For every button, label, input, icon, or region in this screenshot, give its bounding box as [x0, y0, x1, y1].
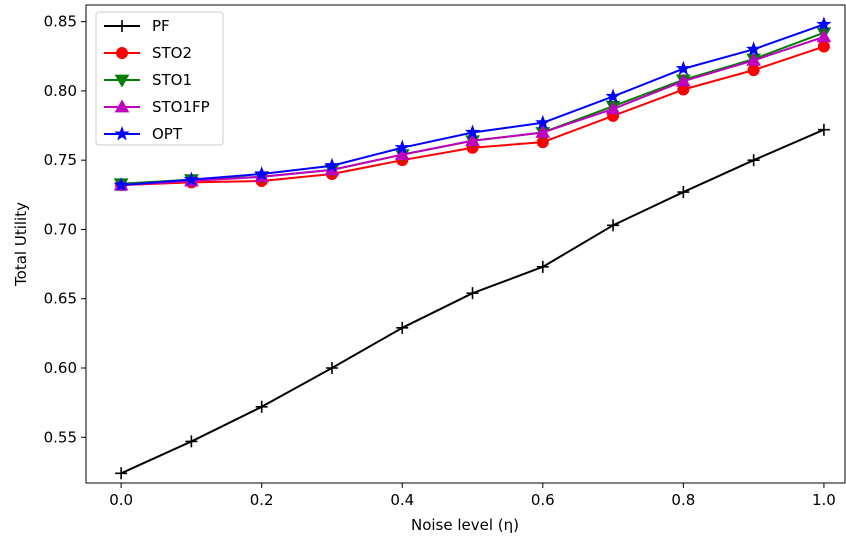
- legend-item: OPT: [104, 125, 183, 143]
- data-point: [115, 467, 128, 480]
- legend-label: STO1: [152, 71, 192, 89]
- legend-label: STO1FP: [152, 98, 210, 116]
- data-point: [254, 166, 270, 181]
- data-point: [113, 177, 129, 192]
- x-axis-label: Noise level (η): [411, 516, 519, 534]
- data-point: [325, 362, 338, 375]
- data-point: [183, 171, 199, 187]
- series-pf: [115, 123, 830, 480]
- legend-marker: [114, 74, 130, 88]
- legend-marker: [114, 99, 130, 113]
- legend: PF STO2 STO1 STO1FP OPT: [95, 11, 224, 146]
- data-point: [675, 73, 691, 87]
- data-point: [817, 123, 830, 136]
- y-tick-label: 0.70: [44, 220, 77, 238]
- data-point: [255, 400, 268, 413]
- x-tick-label: 0.6: [531, 491, 555, 509]
- data-point: [816, 16, 832, 31]
- y-tick-label: 0.60: [44, 359, 77, 377]
- data-point: [677, 186, 690, 199]
- data-point: [396, 321, 409, 334]
- legend-item: STO1: [104, 71, 192, 89]
- x-tick-label: 1.0: [812, 491, 836, 509]
- data-point: [185, 435, 198, 448]
- data-point: [535, 124, 551, 138]
- data-point: [607, 219, 620, 232]
- legend-marker: [116, 20, 128, 32]
- data-point: [465, 133, 480, 147]
- y-axis-label: Total Utility: [12, 202, 30, 287]
- y-axis-ticks: 0.55 0.60 0.65 0.70 0.75 0.80 0.85: [44, 13, 86, 446]
- series-opt: [113, 16, 832, 192]
- y-tick-label: 0.75: [44, 151, 77, 169]
- data-point: [394, 139, 410, 155]
- legend-item: PF: [104, 17, 170, 35]
- x-tick-label: 0.0: [109, 491, 133, 509]
- legend-item: STO1FP: [104, 98, 210, 116]
- data-point: [394, 147, 410, 161]
- data-point: [817, 40, 830, 53]
- data-point: [816, 29, 832, 43]
- data-point: [605, 101, 621, 115]
- data-point: [746, 52, 762, 66]
- series-layer: [113, 16, 832, 480]
- y-tick-label: 0.55: [44, 428, 77, 446]
- x-axis-ticks: 0.0 0.2 0.4 0.6 0.8 1.0: [109, 483, 836, 509]
- data-point: [675, 60, 691, 76]
- legend-label: STO2: [152, 44, 192, 62]
- data-point: [536, 260, 549, 273]
- data-point: [746, 41, 762, 56]
- data-point: [605, 88, 621, 103]
- legend-marker: [114, 126, 130, 141]
- y-tick-label: 0.65: [44, 290, 77, 308]
- x-tick-label: 0.4: [390, 491, 414, 509]
- legend-label: OPT: [152, 125, 183, 143]
- x-tick-label: 0.2: [250, 491, 274, 509]
- y-tick-label: 0.80: [44, 82, 77, 100]
- legend-item: STO2: [104, 44, 192, 62]
- data-point: [324, 157, 340, 173]
- y-tick-label: 0.85: [44, 13, 77, 31]
- data-point: [535, 114, 551, 130]
- data-point: [747, 154, 760, 167]
- data-point: [464, 124, 481, 139]
- x-tick-label: 0.8: [671, 491, 695, 509]
- legend-label: PF: [152, 17, 170, 35]
- legend-marker: [116, 47, 128, 59]
- data-point: [466, 287, 479, 300]
